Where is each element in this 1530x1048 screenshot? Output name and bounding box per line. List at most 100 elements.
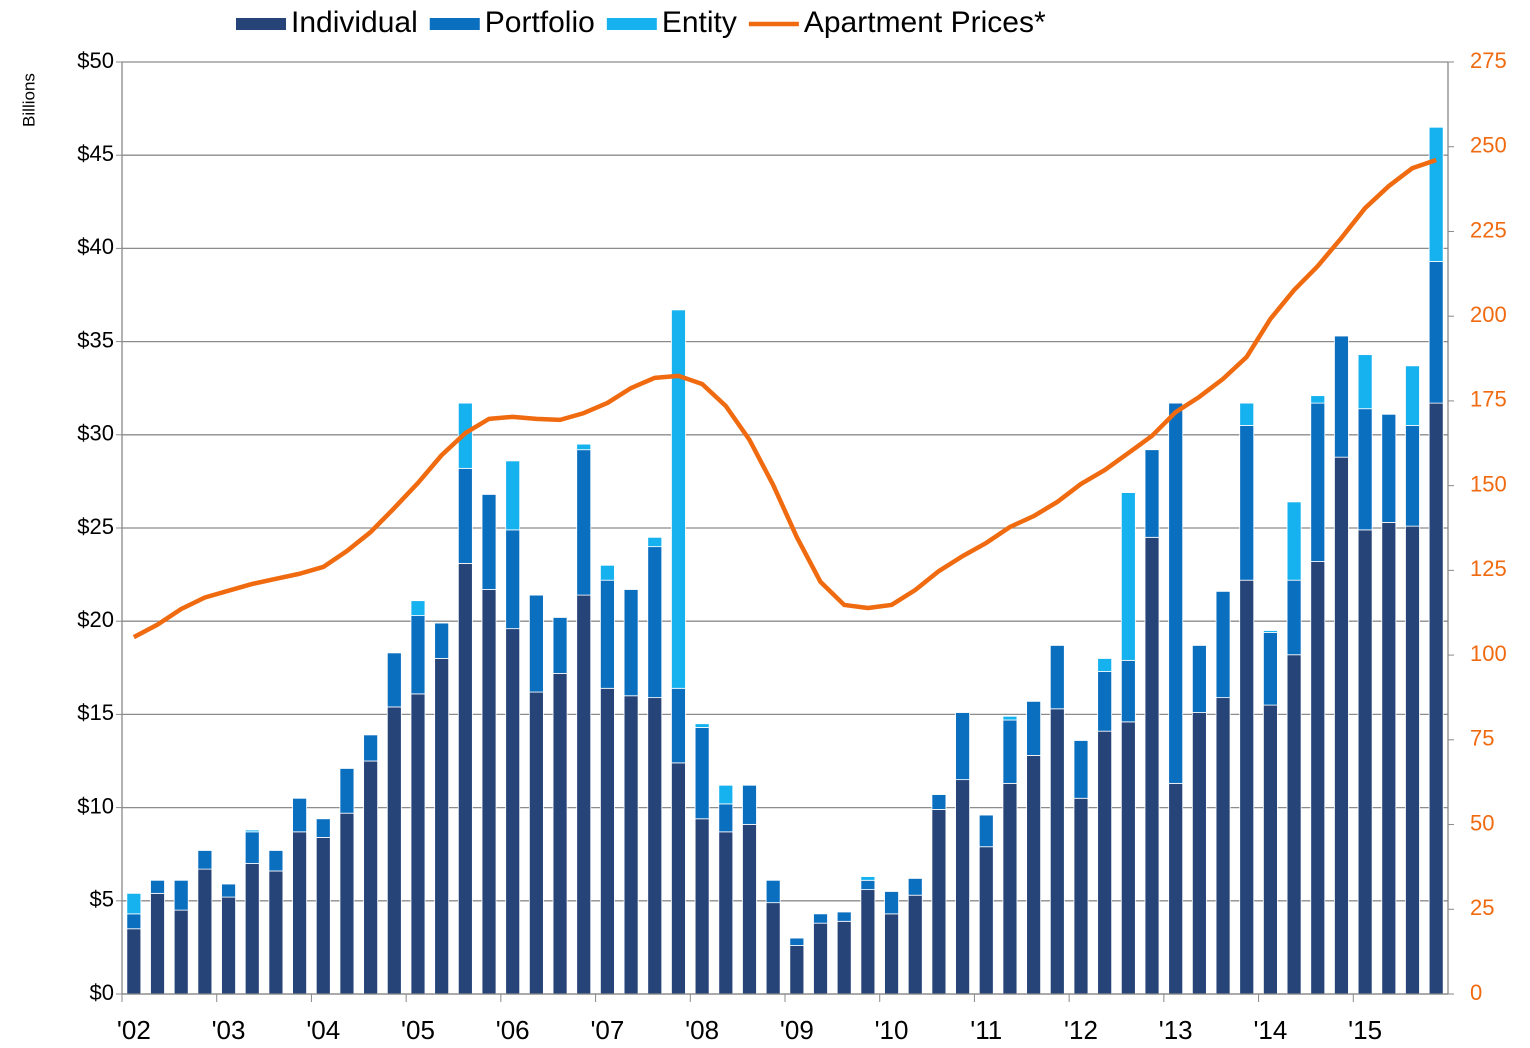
bar-segment [1073,797,1089,995]
y-tick-label: $35 [77,327,114,352]
bar-segment [1286,579,1302,656]
y2-tick-label: 175 [1470,387,1507,412]
bar-segment [907,878,923,896]
bar-segment [742,823,757,995]
bar-segment [718,831,734,995]
bar-segment [978,814,994,848]
bar-segment [292,831,307,995]
bar-segment [268,870,284,995]
y-tick-label: $25 [77,514,114,539]
bar-segment [694,723,710,728]
bar-segment [244,863,260,995]
x-tick-label: '09 [780,1015,814,1045]
bar-segment [1310,402,1326,562]
bar-segment [907,894,923,995]
bar-segment [552,672,568,995]
y-tick-label: $50 [77,48,114,73]
line-series [132,157,1437,640]
y2-tick-label: 0 [1470,980,1482,1005]
bar-segment [1073,740,1089,799]
bar-segment [813,922,828,995]
bar-segment [410,693,426,995]
bar-segment [244,831,260,864]
bar-segment [1334,335,1349,458]
bar-segment [671,687,686,764]
bar-segment [197,850,213,870]
bar-segment [742,784,757,825]
bar-segment [576,449,592,596]
y-tick-label: $15 [77,700,114,725]
legend-swatch [606,18,657,30]
bar-segment [860,889,876,995]
bar-segment [671,762,686,995]
bar-segment [1215,590,1231,699]
bar-segment [1144,536,1160,995]
bar-segment [434,622,450,659]
bar-segment [623,695,639,995]
bar-segment [1120,721,1136,995]
bar-segment [339,768,355,814]
legend-label: Entity [662,6,737,39]
bar-segment [505,460,521,531]
bar-segment [1239,402,1255,426]
bar-segment [126,892,142,915]
y2-tick-label: 150 [1470,471,1507,496]
bar-segment [1002,719,1018,784]
y-tick-label: $30 [77,421,114,446]
bar-segment [789,937,805,946]
y2-tick-label: 75 [1470,726,1494,751]
bar-segment [671,309,686,689]
bar-segment [1097,658,1113,672]
x-tick-label: '15 [1348,1015,1382,1045]
bar-segment [694,727,710,820]
bar-segment [481,589,497,995]
x-tick-label: '04 [306,1015,340,1045]
y-tick-label: $20 [77,607,114,632]
bar-segment [647,546,663,699]
bar-segment [1191,645,1207,713]
bar-segment [434,658,450,995]
x-tick-label: '13 [1159,1015,1193,1045]
bar-segment [552,617,568,674]
bar-segment [1120,659,1136,723]
bar-segment [694,818,710,995]
bar-segment [457,563,473,995]
y2-tick-label: 200 [1470,302,1507,327]
bar-segment [315,818,331,838]
y2-tick-label: 250 [1470,133,1507,158]
bar-segment [836,911,852,922]
bar-segment [1215,697,1231,995]
bar-segment [457,467,473,564]
bar-segment [1405,365,1420,426]
bar-segment [505,529,521,630]
bar-segment [1357,354,1373,410]
y-axis-label: Billions [19,73,38,127]
bar-segment [339,812,355,995]
bar-segment [1428,126,1444,262]
bar-segment [813,913,828,924]
x-tick-label: '02 [117,1015,151,1045]
bar-segment [1357,529,1373,995]
bar-segment [955,712,970,781]
bar-segment [647,697,663,995]
bar-segment [410,600,426,617]
bar-segment [1120,492,1136,661]
bar-segment [244,829,260,833]
bar-segment [1286,501,1302,581]
bar-segment [363,760,379,995]
y2-tick-label: 125 [1470,556,1507,581]
bar-segment [1286,654,1302,995]
y2-tick-label: 275 [1470,48,1507,73]
y-tick-label: $0 [90,980,114,1005]
bar-segment [836,920,852,995]
bar-segment [1002,715,1018,721]
bar-segment [363,734,379,762]
bar-segment [884,913,899,995]
bar-segment [978,846,994,995]
y2-tick-label: 50 [1470,810,1494,835]
x-tick-label: '08 [685,1015,719,1045]
bar-segment [1026,755,1042,995]
legend-label: Individual [291,6,418,39]
bar-segment [221,896,236,995]
bar-segment [1026,700,1042,756]
